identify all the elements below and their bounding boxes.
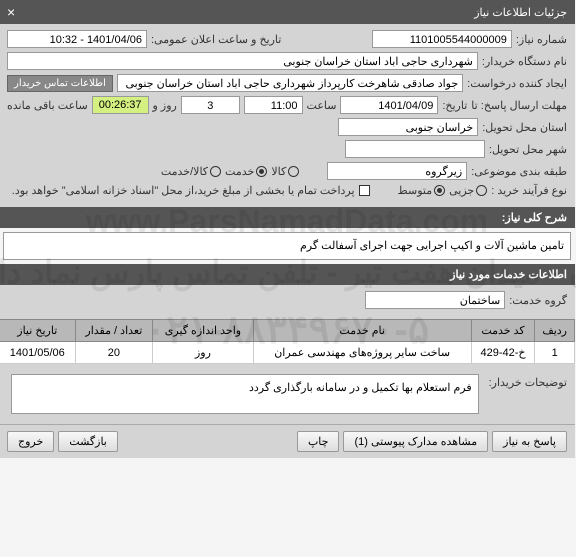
exit-button[interactable]: خروج (8, 431, 55, 452)
time-label: ساعت (308, 99, 338, 112)
general-desc-header: شرح کلی نیاز: (0, 207, 576, 228)
service-label: خدمت (226, 165, 255, 178)
notes-box: فرم استعلام بها تکمیل و در سامانه بارگذا… (12, 374, 480, 414)
footer: پاسخ به نیاز مشاهده مدارک پیوستی (1) چاپ… (0, 424, 576, 458)
creator-field: جواد صادقی شاهرخت کارپرداز شهرداری حاجی … (118, 74, 464, 92)
cell-date: 1401/05/06 (1, 342, 77, 364)
partial-pay-label: پرداخت تمام یا بخشی از مبلغ خرید،از محل … (13, 184, 356, 197)
close-icon[interactable]: × (8, 4, 16, 20)
cell-code: خ-42-429 (472, 342, 536, 364)
window-title: جزئیات اطلاعات نیاز (475, 6, 568, 19)
public-date-field: 1401/04/06 - 10:32 (8, 30, 148, 48)
city-label: شهر محل تحویل: (490, 143, 568, 156)
buyer-field: شهرداری حاجی اباد استان خراسان جنوبی (8, 52, 479, 70)
table-row: 1 خ-42-429 ساخت سایر پروژه‌های مهندسی عم… (1, 342, 576, 364)
deadline-label: مهلت ارسال پاسخ: تا (472, 99, 568, 112)
medium-label: متوسط (399, 184, 434, 197)
remain-label: ساعت باقی مانده (8, 99, 89, 112)
creator-label: ایجاد کننده درخواست: (468, 77, 568, 90)
kala-label: کالا (272, 165, 287, 178)
req-number-field: 1101005544000009 (373, 30, 513, 48)
cell-row: 1 (536, 342, 576, 364)
services-info-header: اطلاعات خدمات مورد نیاز (0, 264, 576, 285)
deadline-date-field: 1401/04/09 (341, 96, 439, 114)
general-desc-box: تامین ماشین آلات و اکیپ اجرایی جهت اجرای… (4, 232, 572, 260)
titlebar: جزئیات اطلاعات نیاز × (0, 0, 576, 24)
th-code: کد خدمت (472, 320, 536, 342)
city-field (346, 140, 486, 158)
th-date: تاریخ نیاز (1, 320, 77, 342)
days-remain-field: 3 (182, 96, 241, 114)
province-label: استان محل تحویل: (483, 121, 568, 134)
th-name: نام خدمت (254, 320, 472, 342)
kala-radio[interactable]: کالا (272, 165, 300, 178)
partial-pay-checkbox[interactable] (360, 185, 371, 196)
service-group-field: ساختمان (366, 291, 506, 309)
cell-qty: 20 (76, 342, 154, 364)
partial-radio[interactable]: جزیی (450, 184, 488, 197)
days-label: روز و (154, 99, 178, 112)
print-button[interactable]: چاپ (298, 431, 341, 452)
public-date-label: تاریخ و ساعت اعلان عمومی: (152, 33, 282, 46)
form-body: شماره نیاز: 1101005544000009 تاریخ و ساع… (0, 24, 576, 207)
province-field: خراسان جنوبی (339, 118, 479, 136)
contact-info-button[interactable]: اطلاعات تماس خریدار (8, 75, 114, 92)
cell-name: ساخت سایر پروژه‌های مهندسی عمران (254, 342, 472, 364)
req-number-label: شماره نیاز: (517, 33, 568, 46)
th-row: ردیف (536, 320, 576, 342)
class-field: زیرگروه (328, 162, 468, 180)
purchase-type-label: نوع فرآیند خرید : (492, 184, 568, 197)
deadline-time-field: 11:00 (245, 96, 304, 114)
services-table: ردیف کد خدمت نام خدمت واحد اندازه گیری ت… (0, 319, 576, 364)
th-unit: واحد اندازه گیری (154, 320, 255, 342)
buyer-label: نام دستگاه خریدار: (483, 55, 568, 68)
medium-radio[interactable]: متوسط (399, 184, 447, 197)
partial-label: جزیی (450, 184, 475, 197)
deadline-label2: تاریخ: (443, 99, 468, 112)
attachments-button[interactable]: مشاهده مدارک پیوستی (1) (344, 431, 489, 452)
notes-label: توضیحات خریدار: (490, 370, 568, 389)
cell-unit: روز (154, 342, 255, 364)
countdown-field: 00:26:37 (93, 96, 150, 114)
kalaservice-radio[interactable]: کالا/خدمت (162, 165, 222, 178)
respond-button[interactable]: پاسخ به نیاز (493, 431, 568, 452)
service-radio[interactable]: خدمت (226, 165, 268, 178)
th-qty: تعداد / مقدار (76, 320, 154, 342)
kalaservice-label: کالا/خدمت (162, 165, 209, 178)
back-button[interactable]: بازگشت (59, 431, 119, 452)
class-label: طبقه بندی موضوعی: (472, 165, 568, 178)
service-group-label: گروه خدمت: (510, 294, 568, 307)
